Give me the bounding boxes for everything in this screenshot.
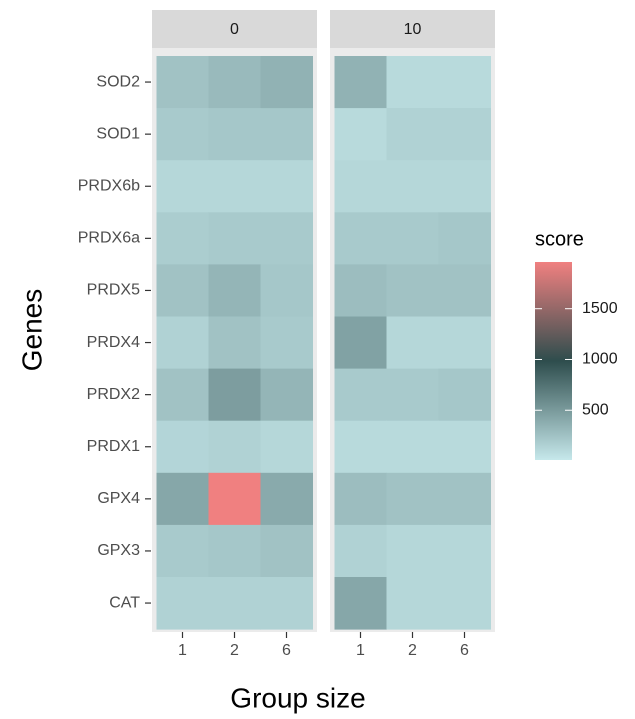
- heat-cell: [208, 577, 261, 630]
- y-tick-label: GPX3: [97, 542, 140, 559]
- heat-cell: [438, 368, 491, 422]
- facet-label: 10: [404, 21, 422, 38]
- heat-cell: [334, 577, 387, 630]
- colorbar: [535, 262, 572, 460]
- x-tick-label: 1: [178, 642, 187, 659]
- y-tick-label: CAT: [109, 594, 140, 611]
- heat-cell: [386, 524, 439, 578]
- y-axis-label: Genes: [16, 289, 47, 372]
- heat-cell: [208, 420, 261, 474]
- heat-cell: [386, 472, 439, 526]
- y-tick-label: PRDX5: [87, 282, 140, 299]
- colorbar-tick-label: 1500: [582, 300, 618, 317]
- heat-cell: [334, 108, 387, 161]
- heat-cell: [386, 212, 439, 265]
- heat-cell: [386, 56, 439, 109]
- heat-cell: [438, 316, 491, 370]
- heat-cell: [208, 316, 261, 370]
- heat-cell: [334, 212, 387, 265]
- x-tick-label: 2: [230, 642, 239, 659]
- heat-cell: [334, 420, 387, 474]
- heat-cell: [438, 577, 491, 630]
- heat-cell: [208, 56, 261, 109]
- heat-cell: [334, 316, 387, 370]
- heat-cell: [156, 368, 209, 422]
- heat-cell: [260, 56, 313, 109]
- colorbar-tick-label: 1000: [582, 351, 618, 368]
- heat-cell: [260, 160, 313, 213]
- heat-cell: [386, 368, 439, 422]
- heat-cell: [438, 160, 491, 213]
- heat-cell: [438, 108, 491, 161]
- heat-cell: [260, 212, 313, 265]
- heat-cell: [438, 524, 491, 578]
- heat-cell: [156, 56, 209, 109]
- heat-cell: [208, 108, 261, 161]
- heat-cell: [386, 160, 439, 213]
- heat-cell: [260, 577, 313, 630]
- y-tick-label: GPX4: [97, 490, 140, 507]
- heat-cell: [260, 264, 313, 317]
- heat-cell: [156, 108, 209, 161]
- heat-cell: [334, 368, 387, 422]
- x-tick-label: 1: [356, 642, 365, 659]
- y-tick-label: PRDX1: [87, 438, 140, 455]
- heat-cell: [386, 577, 439, 630]
- heat-cell: [208, 264, 261, 317]
- heat-cell: [260, 368, 313, 422]
- heat-cell: [208, 368, 261, 422]
- heat-cell: [156, 577, 209, 630]
- y-tick-label: SOD1: [96, 125, 140, 142]
- legend-title: score: [535, 228, 584, 250]
- heat-cell: [208, 160, 261, 213]
- y-tick-label: PRDX2: [87, 386, 140, 403]
- heat-cell: [260, 472, 313, 526]
- heat-cell: [386, 316, 439, 370]
- heat-cell: [156, 420, 209, 474]
- heat-cell: [156, 264, 209, 317]
- heat-cell: [334, 472, 387, 526]
- x-axis-label: Group size: [230, 682, 365, 713]
- x-tick-label: 6: [460, 642, 469, 659]
- heat-cell: [260, 420, 313, 474]
- heat-cell: [334, 56, 387, 109]
- facet-label: 0: [230, 21, 239, 38]
- heat-cell: [386, 108, 439, 161]
- heat-cell: [438, 56, 491, 109]
- heat-cell: [208, 212, 261, 265]
- heat-cell: [438, 420, 491, 474]
- facet-strip: [152, 10, 317, 48]
- heat-cell: [260, 316, 313, 370]
- y-tick-label: PRDX6a: [78, 230, 140, 247]
- heat-cell: [208, 524, 261, 578]
- heat-cell: [438, 212, 491, 265]
- y-tick-label: PRDX6b: [78, 177, 140, 194]
- heat-cell: [156, 212, 209, 265]
- x-tick-label: 2: [408, 642, 417, 659]
- heat-cell: [334, 264, 387, 317]
- heat-cell: [208, 472, 261, 526]
- x-tick-label: 6: [282, 642, 291, 659]
- heat-cell: [386, 264, 439, 317]
- heat-cell: [334, 160, 387, 213]
- heat-cell: [156, 472, 209, 526]
- y-tick-label: SOD2: [96, 73, 140, 90]
- heat-cell: [438, 264, 491, 317]
- heat-cell: [156, 316, 209, 370]
- heat-cell: [438, 472, 491, 526]
- facet-strip: [330, 10, 495, 48]
- heat-cell: [260, 108, 313, 161]
- heat-cell: [260, 524, 313, 578]
- heat-cell: [334, 524, 387, 578]
- y-tick-label: PRDX4: [87, 334, 140, 351]
- heat-cell: [386, 420, 439, 474]
- heat-cell: [156, 524, 209, 578]
- heat-cell: [156, 160, 209, 213]
- colorbar-tick-label: 500: [582, 401, 609, 418]
